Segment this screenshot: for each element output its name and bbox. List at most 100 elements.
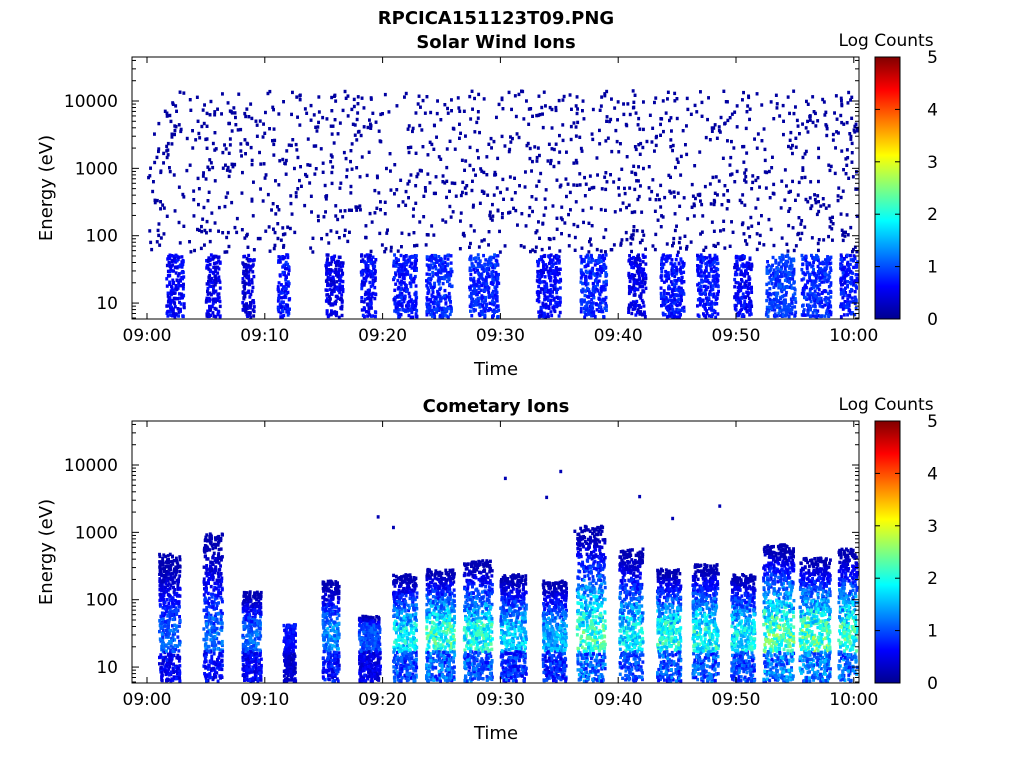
heatmap-cell <box>439 296 443 300</box>
heatmap-cell <box>691 194 695 198</box>
heatmap-cell <box>208 304 211 309</box>
heatmap-cell <box>705 299 709 304</box>
heatmap-cell <box>503 244 507 248</box>
heatmap-cell <box>604 187 608 192</box>
heatmap-cell <box>746 226 750 230</box>
heatmap-cell <box>278 259 281 263</box>
heatmap-cell <box>580 259 584 263</box>
heatmap-cell <box>580 274 584 278</box>
heatmap-cell <box>209 307 213 312</box>
heatmap-cell <box>684 143 687 147</box>
heatmap-cell <box>665 315 669 319</box>
heatmap-cell <box>831 222 835 226</box>
heatmap-cell <box>281 270 285 275</box>
heatmap-cell <box>736 292 740 296</box>
heatmap-cell <box>470 188 474 193</box>
heatmap-cell <box>148 174 152 178</box>
heatmap-cell <box>373 272 377 276</box>
heatmap-cell <box>243 287 247 291</box>
heatmap-cell <box>542 267 546 272</box>
heatmap-cell <box>605 308 608 312</box>
heatmap-cell <box>828 262 831 266</box>
heatmap-cell <box>542 254 546 259</box>
heatmap-cell <box>542 264 545 268</box>
heatmap-cell <box>552 236 556 241</box>
heatmap-cell <box>326 271 330 275</box>
heatmap-cell <box>409 145 413 149</box>
heatmap-cell <box>612 243 616 247</box>
heatmap-cell <box>360 269 364 274</box>
heatmap-cell <box>722 219 726 223</box>
heatmap-cell <box>726 100 729 104</box>
heatmap-cell <box>575 161 579 165</box>
heatmap-cell <box>398 272 402 276</box>
heatmap-cell <box>472 309 476 313</box>
heatmap-cell <box>480 296 484 301</box>
heatmap-cell <box>341 289 345 294</box>
heatmap-cell <box>825 127 829 131</box>
heatmap-cell <box>249 102 253 106</box>
heatmap-cell <box>334 99 338 103</box>
heatmap-cell <box>281 232 285 237</box>
heatmap-cell <box>604 301 608 306</box>
heatmap-cell <box>263 131 267 135</box>
heatmap-cell <box>742 90 745 95</box>
heatmap-cell <box>471 107 474 111</box>
heatmap-cell <box>409 284 413 289</box>
heatmap-cell <box>474 298 478 302</box>
heatmap-cell <box>400 296 403 300</box>
heatmap-cell <box>403 95 406 99</box>
heatmap-cell <box>412 280 416 284</box>
heatmap-cell <box>173 124 177 128</box>
heatmap-cell <box>203 243 206 247</box>
heatmap-cell <box>429 263 433 267</box>
heatmap-cell <box>839 113 843 118</box>
heatmap-cell <box>338 276 342 280</box>
heatmap-cell <box>194 138 198 142</box>
heatmap-cell <box>803 285 807 290</box>
heatmap-cell <box>732 146 736 150</box>
heatmap-cell <box>675 268 679 273</box>
heatmap-cell <box>826 305 830 309</box>
heatmap-cell <box>405 269 409 274</box>
heatmap-cell <box>540 257 544 261</box>
heatmap-cell <box>443 313 447 317</box>
heatmap-cell <box>644 247 647 251</box>
heatmap-cell <box>779 288 783 292</box>
heatmap-cell <box>639 262 642 266</box>
heatmap-cell <box>587 256 591 261</box>
heatmap-cell <box>748 313 752 317</box>
heatmap-cell <box>445 295 449 299</box>
heatmap-cell <box>544 306 548 310</box>
heatmap-cell <box>153 132 156 136</box>
heatmap-cell <box>425 313 429 317</box>
heatmap-cell <box>216 107 219 111</box>
heatmap-cell <box>768 297 772 302</box>
heatmap-cell <box>801 304 804 308</box>
heatmap-cell <box>755 146 759 150</box>
heatmap-cell <box>277 296 280 301</box>
heatmap-cell <box>150 247 154 252</box>
heatmap-cell <box>714 295 717 299</box>
heatmap-cell <box>748 117 751 122</box>
heatmap-cell <box>148 229 152 233</box>
heatmap-cell <box>538 277 542 282</box>
heatmap-cell <box>681 265 684 269</box>
heatmap-cell <box>412 307 415 311</box>
heatmap-cell <box>840 149 844 153</box>
heatmap-cell <box>668 118 671 123</box>
heatmap-cell <box>676 299 680 304</box>
heatmap-cell <box>338 285 342 289</box>
heatmap-cell <box>817 200 820 204</box>
heatmap-cell <box>524 224 528 228</box>
heatmap-cell <box>633 93 637 97</box>
heatmap-cell <box>483 263 486 267</box>
heatmap-cell <box>500 215 504 220</box>
heatmap-cell <box>666 307 669 311</box>
heatmap-cell <box>811 255 814 260</box>
heatmap-cell <box>408 264 412 268</box>
heatmap-cell <box>174 296 178 301</box>
heatmap-cell <box>442 269 445 273</box>
heatmap-cell <box>598 128 601 133</box>
heatmap-cell <box>700 274 704 278</box>
